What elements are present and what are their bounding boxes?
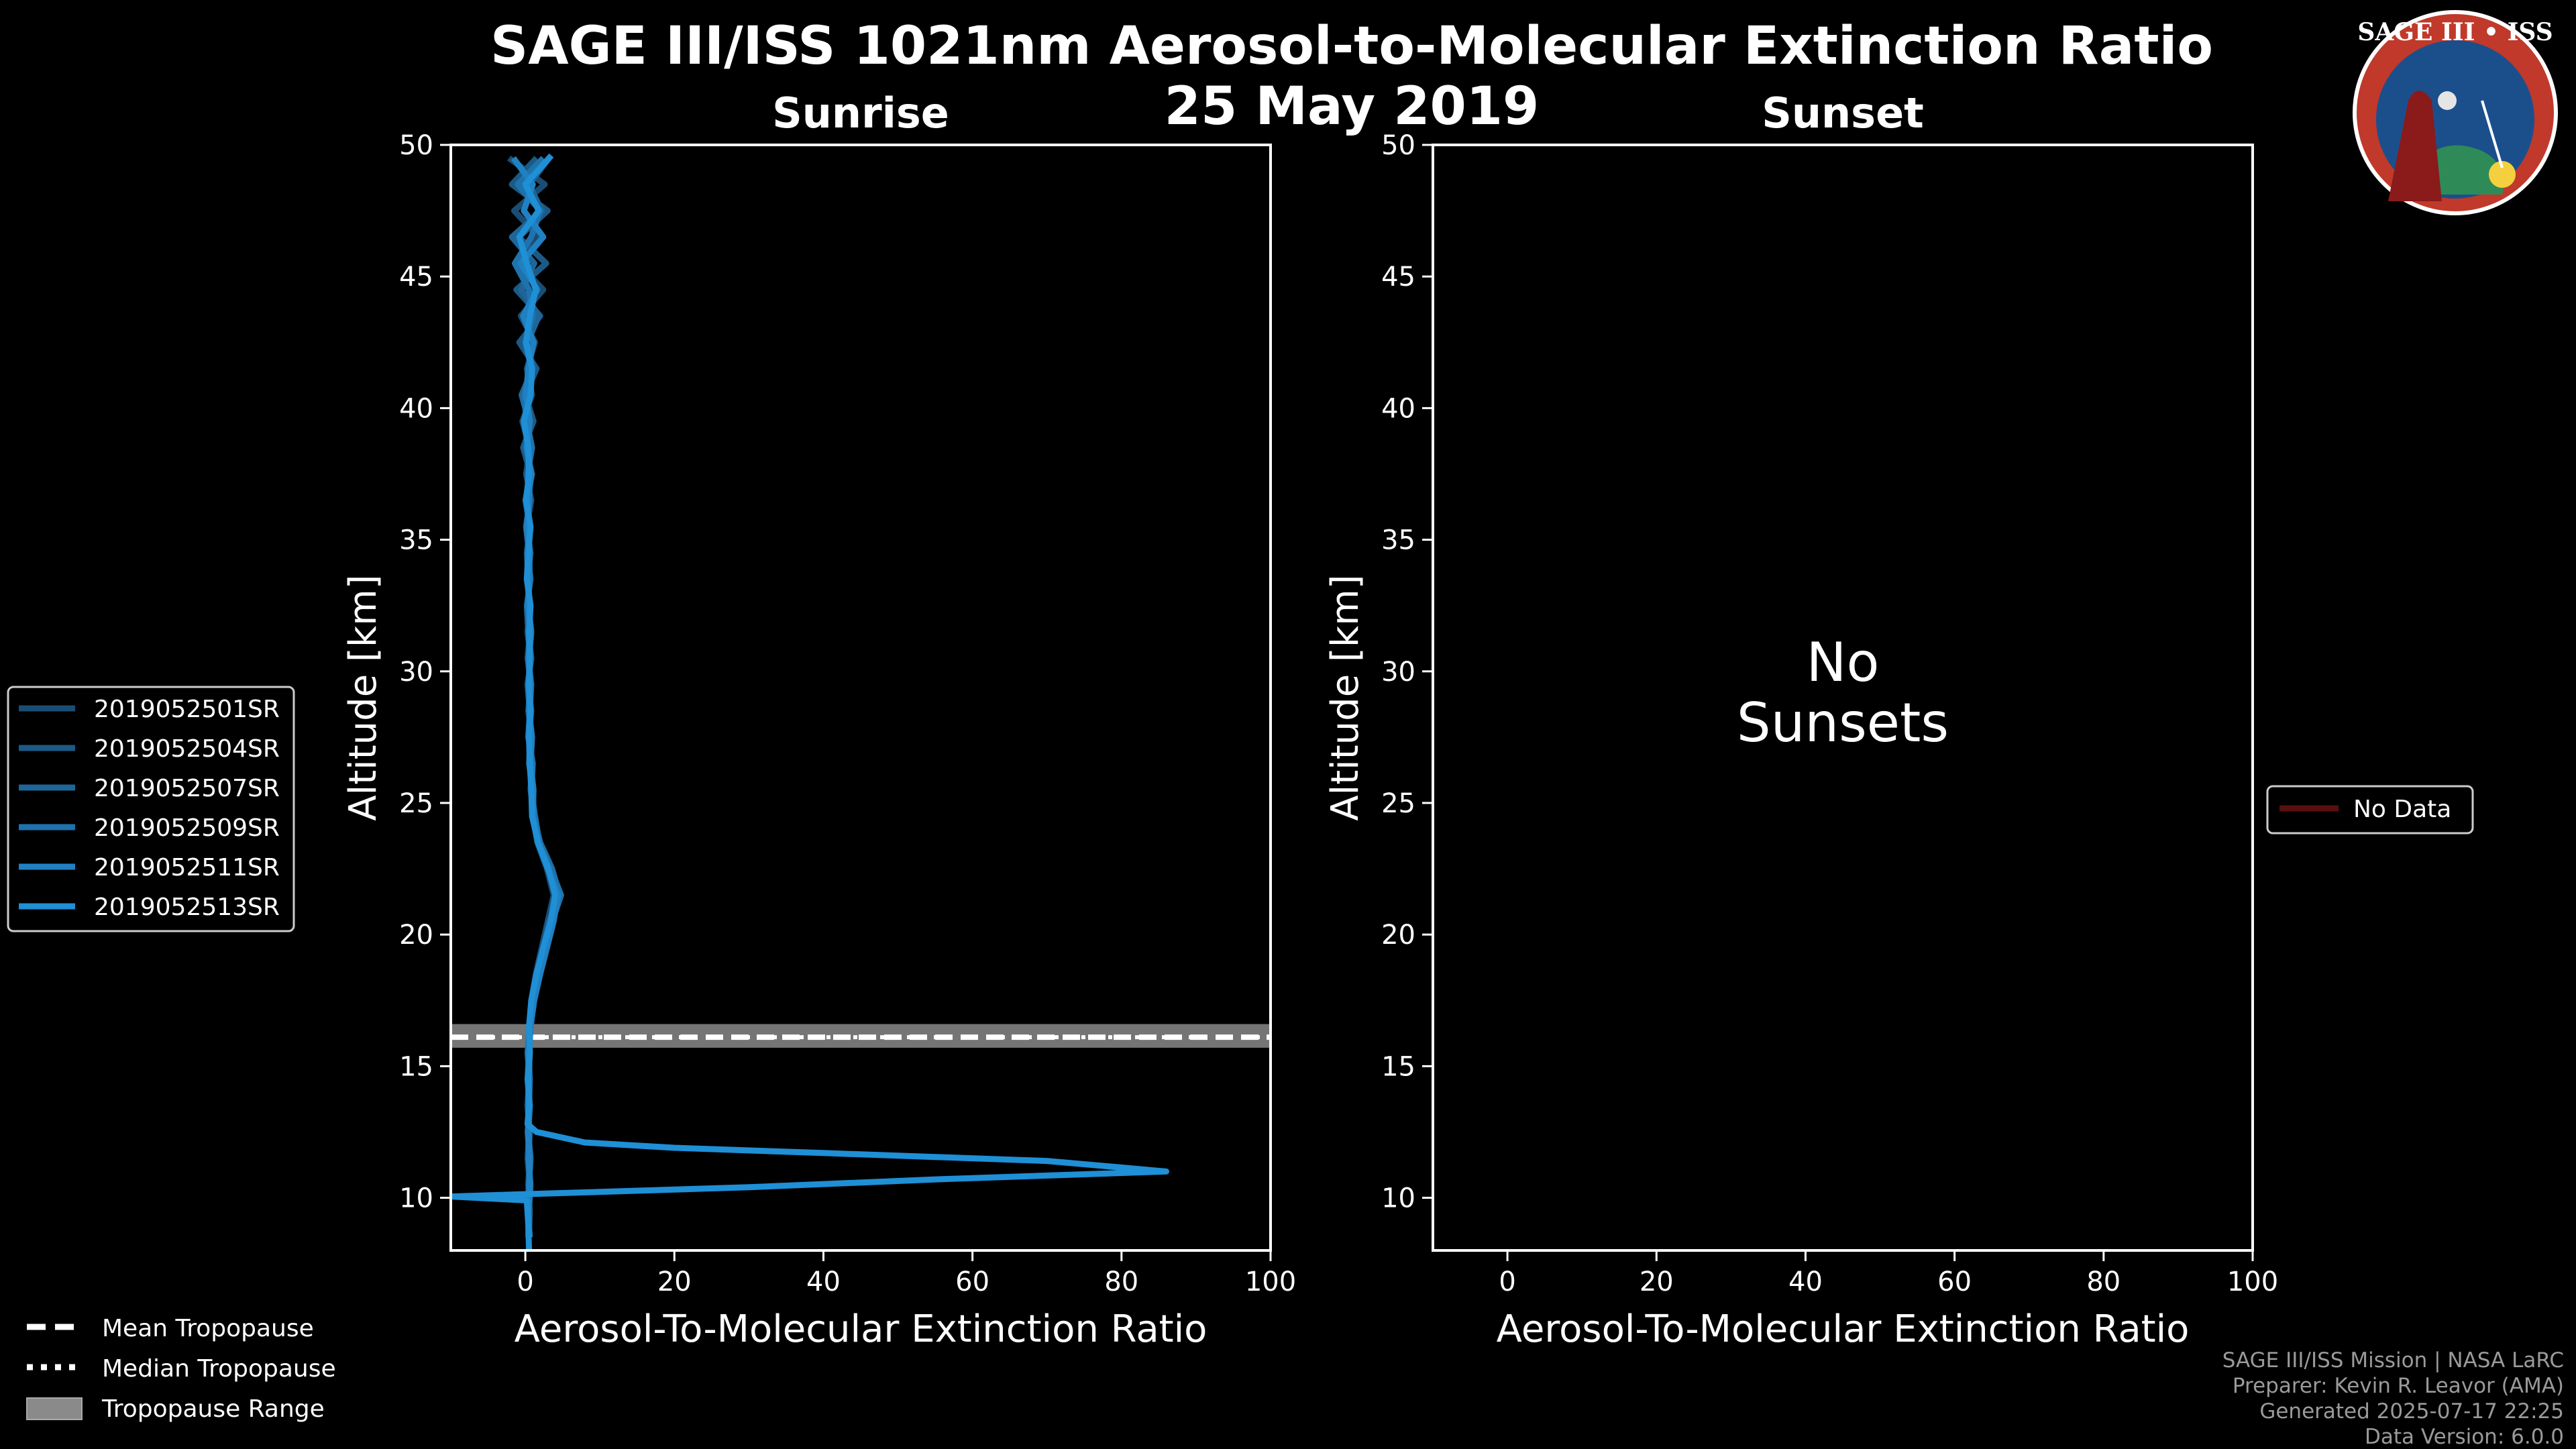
sunset-xtick-label: 100 xyxy=(2227,1267,2278,1297)
no-sunsets-annotation-line1: No xyxy=(1807,631,1880,694)
legend-label-2019052501SR: 2019052501SR xyxy=(94,696,280,723)
sunset-ytick-label: 35 xyxy=(1381,525,1415,556)
sunrise-xtick-label: 0 xyxy=(517,1267,533,1297)
sunset-xlabel: Aerosol-To-Molecular Extinction Ratio xyxy=(1497,1307,2190,1351)
legend-label-2019052509SR: 2019052509SR xyxy=(94,814,280,842)
sunrise-y-ticks: 10 15 20 25 30 35 40 45 50 xyxy=(399,130,451,1214)
sunrise-series xyxy=(451,153,1169,1250)
sunset-xtick-label: 40 xyxy=(1788,1267,1823,1297)
tropopause-range-swatch xyxy=(26,1397,83,1420)
logo-sun-icon xyxy=(2489,161,2516,188)
sunrise-xtick-label: 40 xyxy=(806,1267,841,1297)
tropopause-legend: Mean Tropopause Median Tropopause Tropop… xyxy=(26,1315,336,1423)
sunrise-plot-frame xyxy=(449,144,1272,1252)
sunrise-ytick-label: 35 xyxy=(399,525,433,556)
footer-mission: SAGE III/ISS Mission | NASA LaRC xyxy=(2222,1348,2564,1373)
sunrise-x-ticks: 0 20 40 60 80 100 xyxy=(517,1250,1296,1297)
sunset-xtick-label: 20 xyxy=(1640,1267,1674,1297)
sunset-ytick-label: 40 xyxy=(1381,393,1415,424)
sunset-x-ticks: 0 20 40 60 80 100 xyxy=(1499,1250,2278,1297)
sunset-ytick-label: 15 xyxy=(1381,1051,1415,1082)
logo-figure-icon xyxy=(2388,91,2442,201)
sunset-panel-title: Sunset xyxy=(1762,89,1924,138)
sunset-ytick-label: 45 xyxy=(1381,262,1415,292)
no-sunsets-annotation-line2: Sunsets xyxy=(1737,692,1949,754)
sunset-ytick-label: 10 xyxy=(1381,1183,1415,1214)
no-data-legend: No Data xyxy=(2266,785,2474,835)
sunset-xtick-label: 80 xyxy=(2086,1267,2121,1297)
sunset-ytick-label: 50 xyxy=(1381,130,1415,161)
sunset-plot-frame xyxy=(1432,144,2254,1252)
sunrise-plot-area xyxy=(451,145,1271,1250)
sunset-ytick-label: 30 xyxy=(1381,657,1415,688)
no-data-legend-label: No Data xyxy=(2353,796,2451,823)
no-data-legend-box xyxy=(2266,785,2474,835)
sunset-ytick-label: 20 xyxy=(1381,920,1415,951)
footer-generated: Generated 2025-07-17 22:25 xyxy=(2259,1399,2564,1424)
sunrise-ylabel: Altitude [km] xyxy=(341,574,385,820)
tropopause-range-label: Tropopause Range xyxy=(101,1395,325,1423)
legend-label-2019052511SR: 2019052511SR xyxy=(94,854,280,881)
series-legend-box xyxy=(7,686,295,932)
sunrise-ytick-label: 40 xyxy=(399,393,433,424)
figure-title: SAGE III/ISS 1021nm Aerosol-to-Molecular… xyxy=(490,16,2213,76)
tropopause-markers xyxy=(451,1024,1271,1048)
legend-label-2019052507SR: 2019052507SR xyxy=(94,775,280,802)
sunset-ylabel: Altitude [km] xyxy=(1324,574,1367,820)
sunrise-ytick-label: 20 xyxy=(399,920,433,951)
sunrise-ytick-label: 25 xyxy=(399,788,433,819)
figure-subtitle: 25 May 2019 xyxy=(1165,76,1540,137)
sunrise-xtick-label: 100 xyxy=(1245,1267,1296,1297)
sage-iii-iss-logo: SAGE III • ISS xyxy=(2353,10,2558,215)
sunset-xtick-label: 60 xyxy=(1937,1267,1972,1297)
sunrise-xtick-label: 60 xyxy=(955,1267,989,1297)
sunrise-ytick-label: 10 xyxy=(399,1183,433,1214)
sunrise-plot: 10 15 20 25 30 35 40 45 50 0 20 40 60 80 100 Altitude… xyxy=(341,130,1296,1351)
logo-moon-icon xyxy=(2438,91,2457,110)
sunrise-ytick-label: 50 xyxy=(399,130,433,161)
sunset-plot-area xyxy=(1433,145,2253,1250)
sunset-plot: 10 15 20 25 30 35 40 45 50 0 20 40 60 80 100 Altitude… xyxy=(1324,130,2278,1351)
sunrise-ytick-label: 45 xyxy=(399,262,433,292)
sunrise-xtick-label: 20 xyxy=(657,1267,692,1297)
series-line-2019052513SR xyxy=(451,153,1169,1250)
footer-data-version: Data Version: 6.0.0 xyxy=(2365,1425,2564,1449)
logo-beam xyxy=(2481,100,2504,168)
series-legend: 2019052501SR 2019052504SR 2019052507SR 2019… xyxy=(7,686,295,932)
sunrise-xlabel: Aerosol-To-Molecular Extinction Ratio xyxy=(515,1307,1208,1351)
sunrise-ytick-label: 15 xyxy=(399,1051,433,1082)
legend-label-2019052504SR: 2019052504SR xyxy=(94,735,280,763)
sunrise-xtick-label: 80 xyxy=(1104,1267,1138,1297)
sunrise-panel-title: Sunrise xyxy=(772,89,949,138)
median-tropopause-label: Median Tropopause xyxy=(102,1355,336,1383)
sunrise-ytick-label: 30 xyxy=(399,657,433,688)
sunset-xtick-label: 0 xyxy=(1499,1267,1515,1297)
sunset-ytick-label: 25 xyxy=(1381,788,1415,819)
logo-title: SAGE III • ISS xyxy=(2357,18,2553,46)
sunset-y-ticks: 10 15 20 25 30 35 40 45 50 xyxy=(1381,130,1433,1214)
footer: SAGE III/ISS Mission | NASA LaRC Prepare… xyxy=(2222,1348,2564,1449)
mean-tropopause-label: Mean Tropopause xyxy=(102,1315,314,1342)
legend-label-2019052513SR: 2019052513SR xyxy=(94,894,280,921)
footer-preparer: Preparer: Kevin R. Leavor (AMA) xyxy=(2233,1374,2564,1398)
